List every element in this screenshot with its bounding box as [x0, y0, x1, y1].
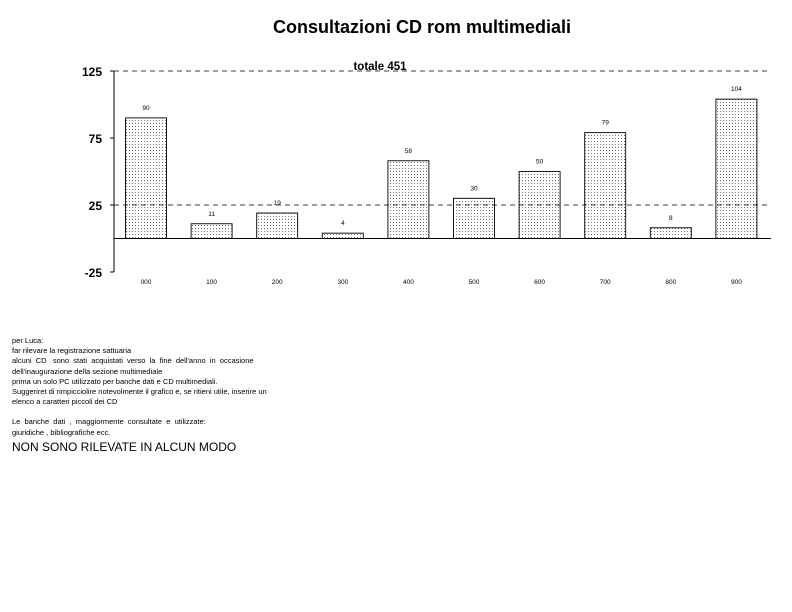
x-tick-label: 400 [403, 279, 414, 286]
x-tick-label: 700 [600, 279, 611, 286]
note-line: prima un solo PC utilizzato per banche d… [12, 376, 218, 386]
bar-outline [256, 212, 299, 239]
note-line: giuridiche , bibliografiche ecc. [12, 427, 111, 437]
bar-300 [322, 233, 364, 239]
y-tick-label: 125 [82, 65, 102, 79]
bar-400 [387, 160, 429, 239]
bar-outline [125, 117, 167, 239]
bar-outline [584, 132, 627, 239]
y-tick-label: 25 [89, 199, 103, 213]
bar-value-label: 30 [470, 185, 478, 192]
x-tick-label: 800 [665, 279, 676, 286]
bar-200 [256, 213, 298, 239]
notes-block: per Luca: far rilevare la registrazione … [12, 336, 337, 454]
plot-area: 125 75 25 -25 90 000 11 100 19 200 4 300 58 400 30 500 5… [82, 65, 771, 286]
bar-700 [584, 132, 626, 239]
y-tick-label: -25 [85, 266, 103, 280]
bar-outline [518, 171, 561, 239]
bar-value-label: 50 [536, 159, 544, 166]
x-tick-label: 200 [272, 279, 283, 286]
notes-emphasis: NON SONO RILEVATE IN ALCUN MODO [12, 439, 237, 454]
bar-value-label: 8 [669, 215, 673, 222]
x-tick-label: 100 [206, 279, 217, 286]
bar-outline [453, 197, 495, 239]
bar-value-label: 79 [602, 120, 610, 127]
note-line [12, 407, 337, 417]
bar-000 [125, 117, 167, 239]
y-tick-label: 75 [89, 132, 103, 146]
note-line: dell'inaugurazione della sezione multime… [12, 366, 163, 376]
bar-value-label: 104 [731, 86, 742, 93]
bar-900 [715, 99, 757, 239]
note-line: far rilevare la registrazione sattuaria [12, 346, 132, 356]
bar-outline [190, 223, 233, 239]
note-line: elenco a caratteri piccoli dei CD [12, 397, 118, 407]
note-line: per Luca: [12, 336, 44, 345]
bar-600 [519, 171, 561, 239]
bar-800 [650, 227, 692, 239]
chart-title: Consultazioni CD rom multimediali [273, 17, 571, 37]
note-line: alcuni CD sono stati acquistati verso la… [12, 356, 254, 366]
bar-value-label: 58 [405, 148, 413, 155]
bar-100 [191, 223, 233, 239]
bar-value-label: 11 [208, 211, 215, 218]
x-tick-label: 600 [534, 279, 545, 286]
bar-outline [649, 227, 692, 239]
bar-outline [387, 160, 430, 239]
bar-500 [453, 198, 495, 239]
bar-value-label: 19 [274, 200, 282, 207]
bar-value-label: 90 [142, 105, 150, 112]
total-annotation: totale 451 [353, 61, 407, 73]
x-tick-label: 500 [469, 279, 480, 286]
note-line: Suggeriret di rimpicciolire notevolmente… [12, 387, 267, 397]
x-tick-label: 900 [731, 279, 742, 286]
bar-value-label: 4 [341, 220, 345, 227]
bar-outline [715, 98, 758, 239]
x-tick-label: 300 [337, 279, 348, 286]
note-line: Le banche dati , maggiormente consultate… [12, 417, 206, 427]
x-tick-label: 000 [141, 279, 152, 286]
bar-outline [321, 232, 364, 239]
